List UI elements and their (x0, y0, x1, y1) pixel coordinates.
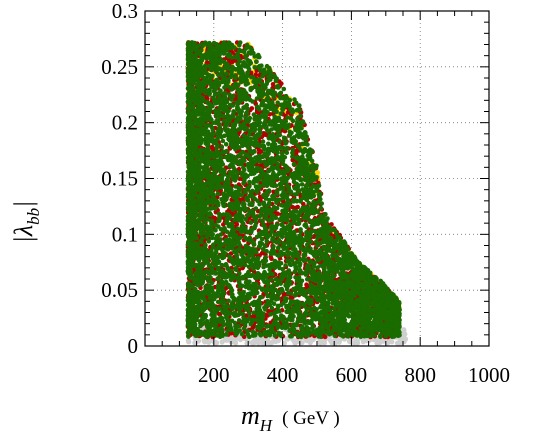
data-point (262, 159, 267, 164)
data-point (254, 206, 259, 211)
data-point (214, 340, 219, 345)
data-point (333, 334, 338, 339)
data-point (322, 340, 327, 345)
data-point (224, 142, 229, 147)
data-point (308, 340, 313, 345)
data-point (268, 312, 273, 317)
data-point (249, 220, 254, 225)
data-point (218, 88, 223, 93)
data-point (227, 284, 232, 289)
data-point (291, 338, 296, 343)
data-point (264, 249, 269, 254)
data-point (336, 338, 341, 343)
data-point (268, 341, 273, 346)
data-point (256, 340, 261, 345)
data-point (403, 337, 408, 342)
data-point (196, 194, 201, 199)
data-point (257, 148, 262, 153)
data-point (254, 282, 259, 287)
data-point (237, 271, 242, 276)
data-point (233, 340, 238, 345)
data-point (218, 237, 223, 242)
data-point (220, 339, 225, 344)
data-point (244, 341, 249, 346)
data-point (303, 222, 308, 227)
data-point (354, 340, 359, 345)
data-point (319, 206, 324, 211)
data-point (240, 332, 245, 337)
data-point (202, 339, 207, 344)
data-point (221, 114, 226, 119)
data-point (283, 263, 288, 268)
data-point (374, 341, 379, 346)
data-point (323, 335, 328, 340)
data-point (277, 139, 282, 144)
data-point (226, 299, 231, 304)
data-point (286, 291, 291, 296)
data-point (186, 339, 191, 344)
